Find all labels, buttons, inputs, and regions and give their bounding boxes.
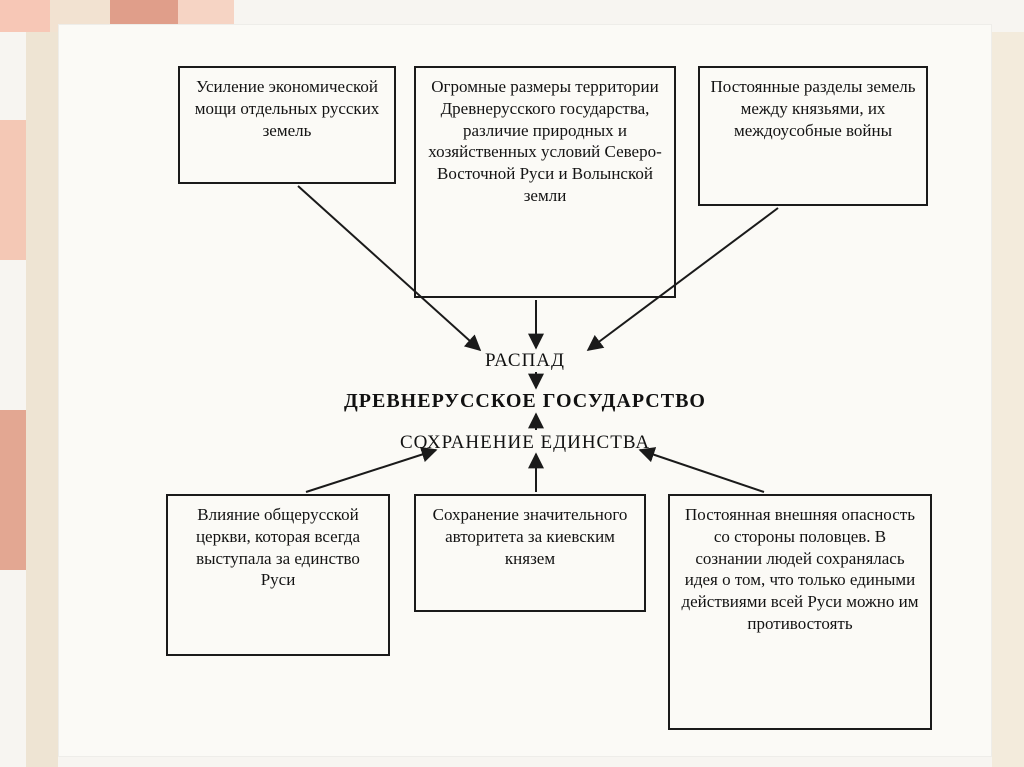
label-unity: СОХРАНЕНИЕ ЕДИНСТВА [58, 432, 992, 454]
box-top-right: Постоянные разделы земель между князьями… [698, 66, 928, 206]
deco-right-strip [992, 32, 1024, 767]
box-text: Влияние общерусской церкви, которая всег… [196, 505, 360, 589]
label-text: РАСПАД [485, 350, 565, 371]
box-text: Усиление экономической мощи отдельных ру… [195, 77, 380, 140]
box-text: Огромные размеры территории Древнерусско… [428, 77, 662, 205]
box-bottom-left: Влияние общерусской церкви, которая всег… [166, 494, 390, 656]
label-raspad: РАСПАД [58, 350, 992, 372]
box-text: Сохранение значительного авторитета за к… [433, 505, 628, 568]
deco-left-accent-1 [0, 120, 26, 260]
diagram-page: Усиление экономической мощи отдельных ру… [58, 24, 992, 757]
label-text: СОХРАНЕНИЕ ЕДИНСТВА [400, 432, 650, 453]
arrow-bottom-left [306, 450, 436, 492]
deco-left-strip [26, 32, 58, 767]
box-top-middle: Огромные размеры территории Древнерусско… [414, 66, 676, 298]
label-text: ДРЕВНЕРУССКОЕ ГОСУДАРСТВО [344, 390, 706, 412]
deco-top-1 [0, 0, 50, 32]
arrow-bottom-right [640, 450, 764, 492]
box-text: Постоянная внешняя опасность со стороны … [681, 505, 918, 633]
box-top-left: Усиление экономической мощи отдельных ру… [178, 66, 396, 184]
box-text: Постоянные разделы земель между князьями… [711, 77, 916, 140]
deco-left-accent-2 [0, 410, 26, 570]
label-center-title: ДРЕВНЕРУССКОЕ ГОСУДАРСТВО [58, 390, 992, 413]
box-bottom-right: Постоянная внешняя опасность со стороны … [668, 494, 932, 730]
box-bottom-middle: Сохранение значительного авторитета за к… [414, 494, 646, 612]
